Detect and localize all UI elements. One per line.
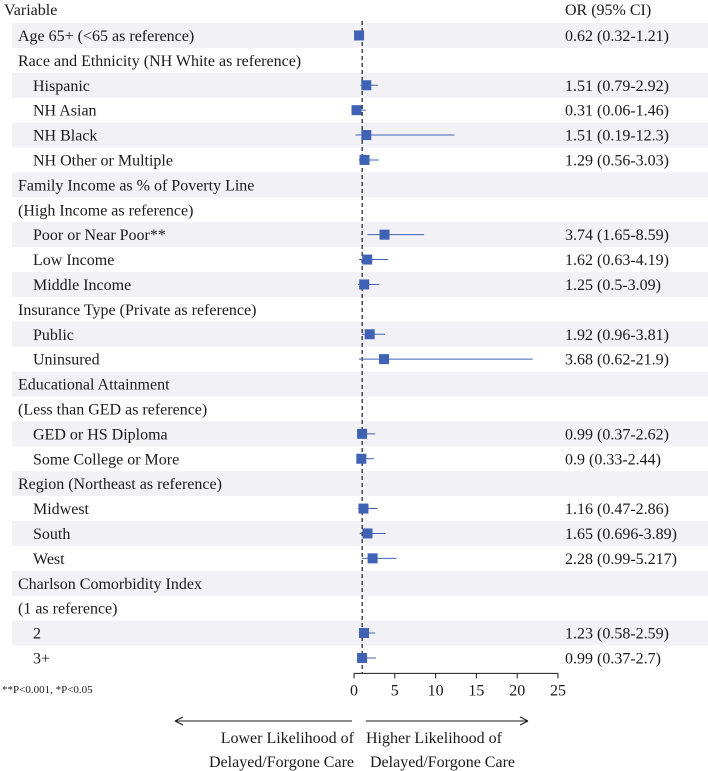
x-tick-label: 25 (550, 682, 566, 699)
or-ci-value: 1.65 (0.696-3.89) (565, 526, 677, 543)
odds-ratio-markers (351, 30, 390, 663)
or-ci-value: 1.25 (0.5-3.09) (565, 277, 661, 294)
or-marker (361, 80, 372, 91)
or-marker (362, 254, 373, 265)
row-label: Region (Northeast as reference) (18, 476, 222, 493)
or-ci-value: 3.74 (1.65-8.59) (565, 227, 669, 244)
significance-footnote: **P<0.001, *P<0.05 (2, 684, 93, 696)
row-label: (High Income as reference) (18, 202, 193, 219)
or-ci-value: 1.23 (0.58-2.59) (565, 626, 669, 643)
or-marker (356, 453, 367, 464)
row-label: Uninsured (33, 352, 100, 369)
right-direction-label: Higher Likelihood of (366, 730, 503, 747)
or-ci-value: 1.51 (0.19-12.3) (565, 128, 669, 145)
or-ci-value: 1.51 (0.79-2.92) (565, 78, 669, 95)
row-labels: Age 65+ (<65 as reference) Race and Ethni… (18, 28, 301, 668)
or-marker (359, 154, 370, 165)
row-label: NH Other or Multiple (33, 152, 173, 169)
row-label: Middle Income (33, 277, 131, 294)
row-label: South (33, 526, 70, 543)
or-ci-value: 2.28 (0.99-5.217) (565, 551, 677, 568)
row-label: Hispanic (33, 78, 90, 95)
or-ci-value: 0.99 (0.37-2.62) (565, 426, 669, 443)
row-label: Charlson Comorbidity Index (18, 576, 202, 593)
row-label: 3+ (33, 650, 50, 667)
row-band (12, 222, 708, 248)
or-ci-value: 3.68 (0.62-21.9) (565, 352, 669, 369)
or-marker (354, 30, 365, 41)
row-label: Midwest (33, 501, 90, 518)
row-label: Low Income (33, 252, 114, 269)
row-band (12, 570, 708, 596)
or-marker (351, 105, 362, 116)
or-marker (364, 329, 375, 340)
right-arrowhead (519, 716, 529, 726)
row-label: (Less than GED as reference) (18, 401, 207, 418)
or-ci-values: 0.62 (0.32-1.21) 1.51 (0.79-2.92) 0.31 (0.… (565, 28, 677, 668)
row-label: Poor or Near Poor** (33, 227, 166, 244)
row-label: Family Income as % of Poverty Line (18, 177, 254, 194)
x-tick-label: 5 (391, 682, 399, 699)
row-label: Age 65+ (<65 as reference) (18, 28, 194, 45)
row-label: West (33, 551, 65, 568)
or-marker (362, 528, 373, 539)
row-band (12, 471, 708, 497)
or-marker (367, 553, 378, 564)
row-band (12, 371, 708, 397)
x-tick-label: 20 (509, 682, 525, 699)
row-shading (12, 23, 708, 646)
x-axis-ticks: 0 5 10 15 20 25 (350, 673, 566, 699)
left-direction-label: Lower Likelihood of (221, 730, 355, 747)
row-label: Public (33, 327, 74, 344)
row-band (12, 321, 708, 347)
or-ci-value: 0.99 (0.37-2.7) (565, 650, 661, 667)
row-label: Insurance Type (Private as reference) (18, 302, 256, 319)
row-label: 2 (33, 626, 41, 643)
or-marker (359, 628, 370, 639)
right-direction-label: Delayed/Forgone Care (370, 754, 515, 771)
or-marker (379, 354, 390, 365)
x-tick-label: 15 (468, 682, 484, 699)
or-marker (358, 503, 369, 514)
or-ci-value: 0.9 (0.33-2.44) (565, 451, 661, 468)
or-ci-value: 0.62 (0.32-1.21) (565, 28, 669, 45)
row-label: NH Black (33, 128, 97, 145)
left-arrowhead (174, 716, 184, 726)
variable-column-header: Variable (4, 2, 57, 19)
x-tick-label: 10 (428, 682, 444, 699)
or-marker (359, 279, 370, 290)
or-ci-value: 1.62 (0.63-4.19) (565, 252, 669, 269)
row-label: NH Asian (33, 103, 97, 120)
row-label: GED or HS Diploma (33, 426, 168, 443)
row-label: Some College or More (33, 451, 179, 468)
row-band (12, 72, 708, 98)
or-marker (379, 229, 390, 240)
or-ci-column-header: OR (95% CI) (565, 2, 651, 19)
or-ci-value: 1.29 (0.56-3.03) (565, 152, 669, 169)
or-ci-value: 1.16 (0.47-2.86) (565, 501, 669, 518)
or-ci-value: 1.92 (0.96-3.81) (565, 327, 669, 344)
left-direction-label: Delayed/Forgone Care (209, 754, 354, 771)
row-label: (1 as reference) (18, 601, 117, 618)
or-marker (357, 652, 368, 663)
or-marker (361, 130, 372, 141)
or-ci-value: 0.31 (0.06-1.46) (565, 103, 669, 120)
direction-arrows: Lower Likelihood of Delayed/Forgone Care H… (174, 716, 529, 771)
or-marker (357, 428, 368, 439)
row-label: Educational Attainment (18, 377, 170, 394)
row-band (12, 172, 708, 198)
row-label: Race and Ethnicity (NH White as referenc… (18, 53, 301, 70)
x-tick-label: 0 (350, 682, 358, 699)
